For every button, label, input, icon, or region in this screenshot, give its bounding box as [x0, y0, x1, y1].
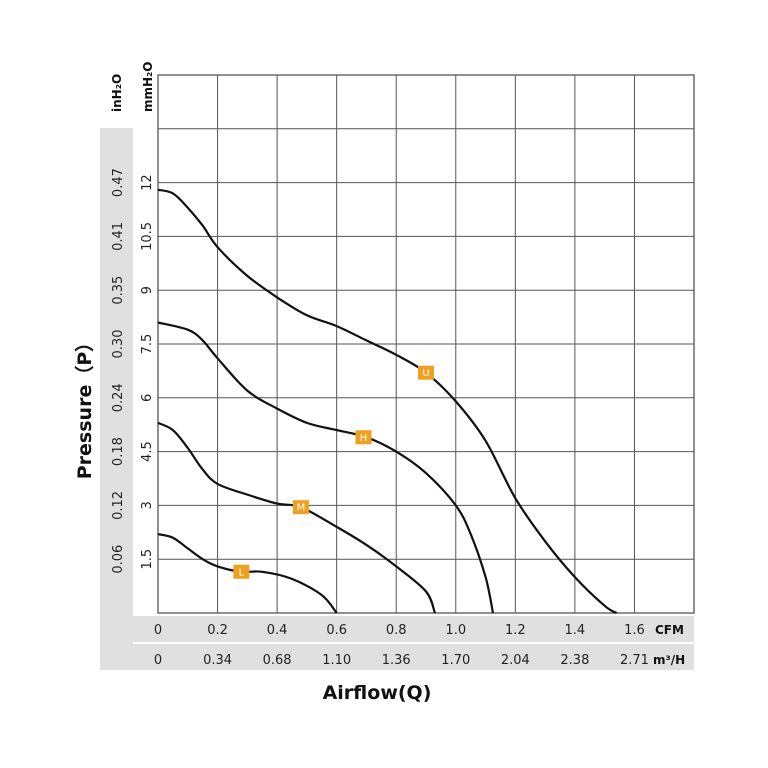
- x-tick-label-cfm: 1.4: [565, 623, 586, 638]
- grid-lines: [158, 75, 694, 613]
- x-tick-label-m3h: 2.38: [560, 653, 589, 668]
- y-ticks-inh2o: 0.06 0.12 0.18 0.24 0.30 0.35 0.41 0.47: [111, 168, 126, 574]
- x-tick-label-cfm: 0.8: [386, 623, 407, 638]
- curve-L: [157, 533, 338, 614]
- x-unit-m3h: m³/H: [653, 653, 685, 667]
- y-tick-label-inh2o: 0.41: [111, 222, 126, 251]
- x-tick-label-m3h: 1.10: [322, 653, 351, 668]
- y-axis-title: Pressure（P）: [73, 333, 96, 480]
- y-tick-label-inh2o: 0.12: [111, 491, 126, 520]
- y-tick-label-mmh2o: 7.5: [140, 334, 155, 355]
- x-tick-label-cfm: 0.4: [267, 623, 288, 638]
- x-unit-cfm: CFM: [655, 623, 684, 637]
- y-unit-inh2o: inH₂O: [110, 74, 124, 112]
- y-tick-label-mmh2o: 3: [140, 501, 155, 509]
- x-tick-label-m3h: 1.70: [441, 653, 470, 668]
- marker-label-L: L: [239, 567, 245, 578]
- x-ticks-m3h: 0 0.34 0.68 1.10 1.36 1.70 2.04 2.38 2.71: [154, 653, 649, 668]
- x-ticks-cfm: 0 0.2 0.4 0.6 0.8 1.0 1.2 1.4 1.6: [154, 623, 645, 638]
- y-unit-mmh2o: mmH₂O: [141, 61, 155, 112]
- x-tick-label-m3h: 0: [154, 653, 162, 668]
- marker-M: M: [292, 500, 309, 515]
- x-tick-label-cfm: 0: [154, 623, 162, 638]
- curve-M: [157, 421, 436, 614]
- marker-box-M: [292, 500, 309, 515]
- marker-box-L: [233, 564, 250, 579]
- y-tick-label-mmh2o: 6: [140, 394, 155, 402]
- y-tick-label-mmh2o: 4.5: [140, 441, 155, 462]
- marker-H: H: [355, 430, 372, 445]
- y-tick-label-inh2o: 0.30: [111, 330, 126, 359]
- y-tick-label-inh2o: 0.06: [111, 545, 126, 574]
- marker-U: U: [418, 365, 434, 380]
- y-tick-label-mmh2o: 9: [140, 286, 155, 294]
- y-ticks-mmh2o: 1.5 3 4.5 6 7.5 9 10.5 12: [140, 174, 155, 569]
- y-tick-label-inh2o: 0.18: [111, 437, 126, 466]
- y-tick-label-inh2o: 0.35: [111, 276, 126, 305]
- y-tick-label-mmh2o: 1.5: [140, 549, 155, 570]
- marker-label-U: U: [422, 368, 429, 379]
- marker-label-M: M: [297, 503, 306, 514]
- curve-U: [157, 188, 618, 614]
- marker-box-H: [355, 430, 372, 445]
- markers-group: U H M L: [233, 365, 434, 579]
- marker-L: L: [233, 564, 250, 579]
- y-tick-label-inh2o: 0.47: [111, 168, 126, 197]
- curves-group: [157, 188, 618, 614]
- marker-label-H: H: [360, 433, 368, 444]
- x-tick-label-m3h: 0.68: [263, 653, 292, 668]
- x-tick-label-cfm: 1.0: [445, 623, 466, 638]
- y-axis-label-band: [100, 128, 133, 616]
- x-tick-label-m3h: 0.34: [203, 653, 232, 668]
- x-tick-label-cfm: 1.2: [505, 623, 526, 638]
- y-tick-label-inh2o: 0.24: [111, 383, 126, 412]
- x-tick-label-m3h: 1.36: [382, 653, 411, 668]
- x-tick-label-m3h: 2.04: [501, 653, 530, 668]
- x-axis-title: Airflow(Q): [323, 682, 432, 704]
- x-tick-label-cfm: 0.6: [326, 623, 347, 638]
- y-tick-label-mmh2o: 10.5: [140, 222, 155, 251]
- x-tick-label-cfm: 1.6: [624, 623, 645, 638]
- x-tick-label-m3h: 2.71: [620, 653, 649, 668]
- y-tick-label-mmh2o: 12: [140, 174, 155, 191]
- x-tick-label-cfm: 0.2: [207, 623, 228, 638]
- marker-box-U: [418, 365, 434, 380]
- curve-H: [157, 321, 495, 614]
